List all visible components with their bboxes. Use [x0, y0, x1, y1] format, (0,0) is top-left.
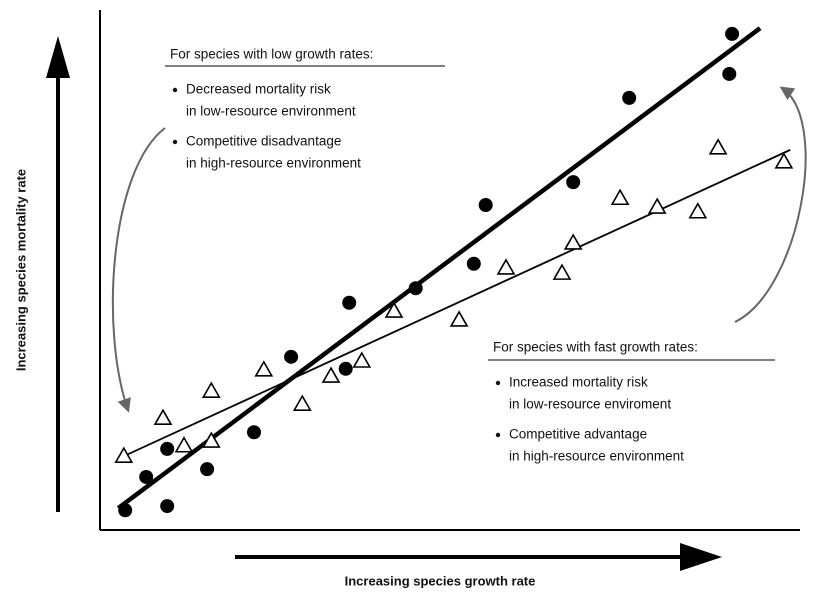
data-point [478, 198, 493, 212]
data-point [708, 138, 728, 155]
data-point [160, 441, 175, 456]
data-point [200, 462, 215, 477]
data-point [160, 499, 175, 514]
data-point [722, 66, 737, 81]
data-point [496, 258, 516, 275]
annotation-text: in low-resource enviroment [509, 397, 671, 412]
data-point [647, 197, 667, 214]
data-point [153, 408, 173, 425]
y-axis-label: Increasing species mortality rate [13, 169, 28, 371]
annotation-text: Decreased mortality risk [186, 82, 331, 97]
y-arrow-head [46, 36, 70, 78]
data-point [139, 469, 154, 484]
data-point [408, 281, 423, 296]
data-point [384, 301, 404, 318]
data-point [622, 90, 637, 105]
data-point [725, 26, 740, 41]
data-point [201, 381, 221, 398]
bullet [495, 432, 501, 438]
trend-line [116, 26, 762, 510]
data-point [292, 394, 312, 411]
trend-line [123, 149, 791, 457]
data-point [174, 436, 194, 453]
data-point [342, 295, 357, 310]
data-point [774, 152, 794, 169]
bullet [172, 139, 178, 145]
bullet [495, 380, 501, 386]
data-point [118, 503, 133, 518]
data-point [563, 233, 583, 250]
data-point [284, 349, 299, 364]
x-axis-label: Increasing species growth rate [345, 573, 536, 588]
data-point [247, 425, 261, 440]
data-point [352, 351, 372, 368]
annotation-text: in high-resource environment [186, 156, 361, 171]
annotation-text: in low-resource environment [186, 104, 356, 119]
annotation-text: Increased mortality risk [509, 375, 648, 390]
annotation-text: in high-resource environment [509, 449, 684, 464]
callout-arrow [734, 86, 807, 323]
x-arrow-head [680, 543, 722, 571]
data-point [466, 256, 481, 271]
data-point [449, 310, 469, 327]
data-point [254, 360, 274, 377]
data-point [321, 366, 341, 383]
data-point [688, 202, 708, 219]
annotation-text: Competitive advantage [509, 427, 647, 442]
annotation-title: For species with fast growth rates: [493, 340, 698, 355]
callout-arrow [111, 127, 166, 413]
data-point [114, 446, 134, 463]
data-point [201, 431, 221, 448]
bullet [172, 87, 178, 93]
data-point [338, 361, 353, 376]
data-point [552, 263, 572, 280]
annotation-title: For species with low growth rates: [170, 47, 373, 62]
data-point [566, 175, 581, 190]
annotation-text: Competitive disadvantage [186, 134, 341, 149]
data-point [610, 188, 630, 206]
